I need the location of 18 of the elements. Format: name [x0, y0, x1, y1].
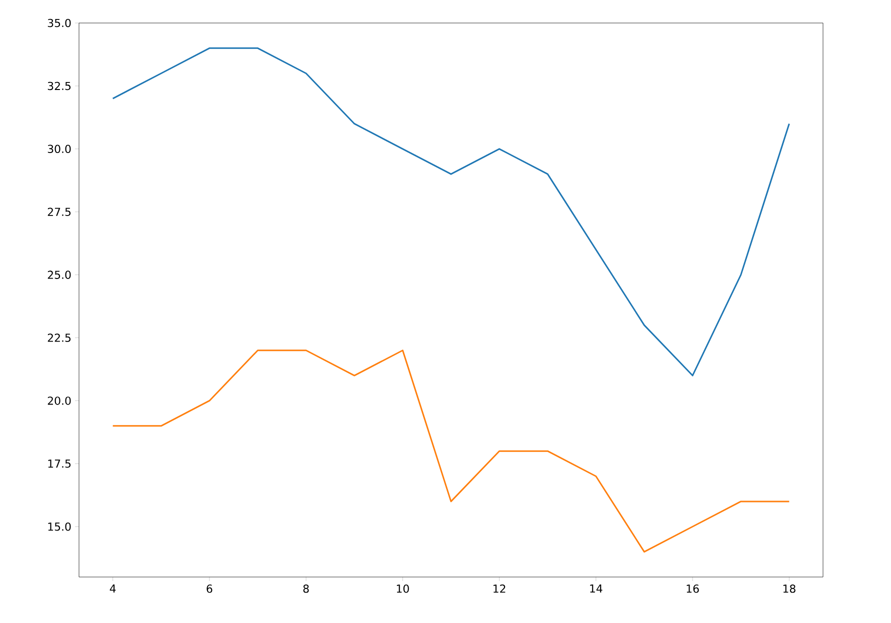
y-tick-label: 32.5: [48, 82, 71, 90]
x-tick-label: 6: [206, 584, 212, 593]
x-tick-label: 18: [783, 584, 796, 593]
y-tick-label: 27.5: [48, 208, 71, 216]
y-tick-label: 17.5: [48, 460, 71, 468]
x-tick-label: 16: [686, 584, 699, 593]
y-tick-label: 35.0: [48, 18, 71, 28]
y-tick-label: 30.0: [48, 144, 71, 154]
x-tick-label: 8: [303, 584, 309, 593]
line-series: [112, 350, 790, 553]
x-tick-label: 14: [590, 584, 602, 593]
y-tick-label: 25.0: [48, 270, 71, 279]
x-tick-label: 4: [110, 584, 116, 593]
y-tick-label: 15.0: [48, 522, 71, 531]
y-tick-label: 22.5: [48, 334, 71, 342]
x-tick-label: 10: [396, 584, 409, 593]
x-tick-label: 12: [494, 584, 506, 593]
y-tick-label: 20.0: [48, 396, 71, 405]
